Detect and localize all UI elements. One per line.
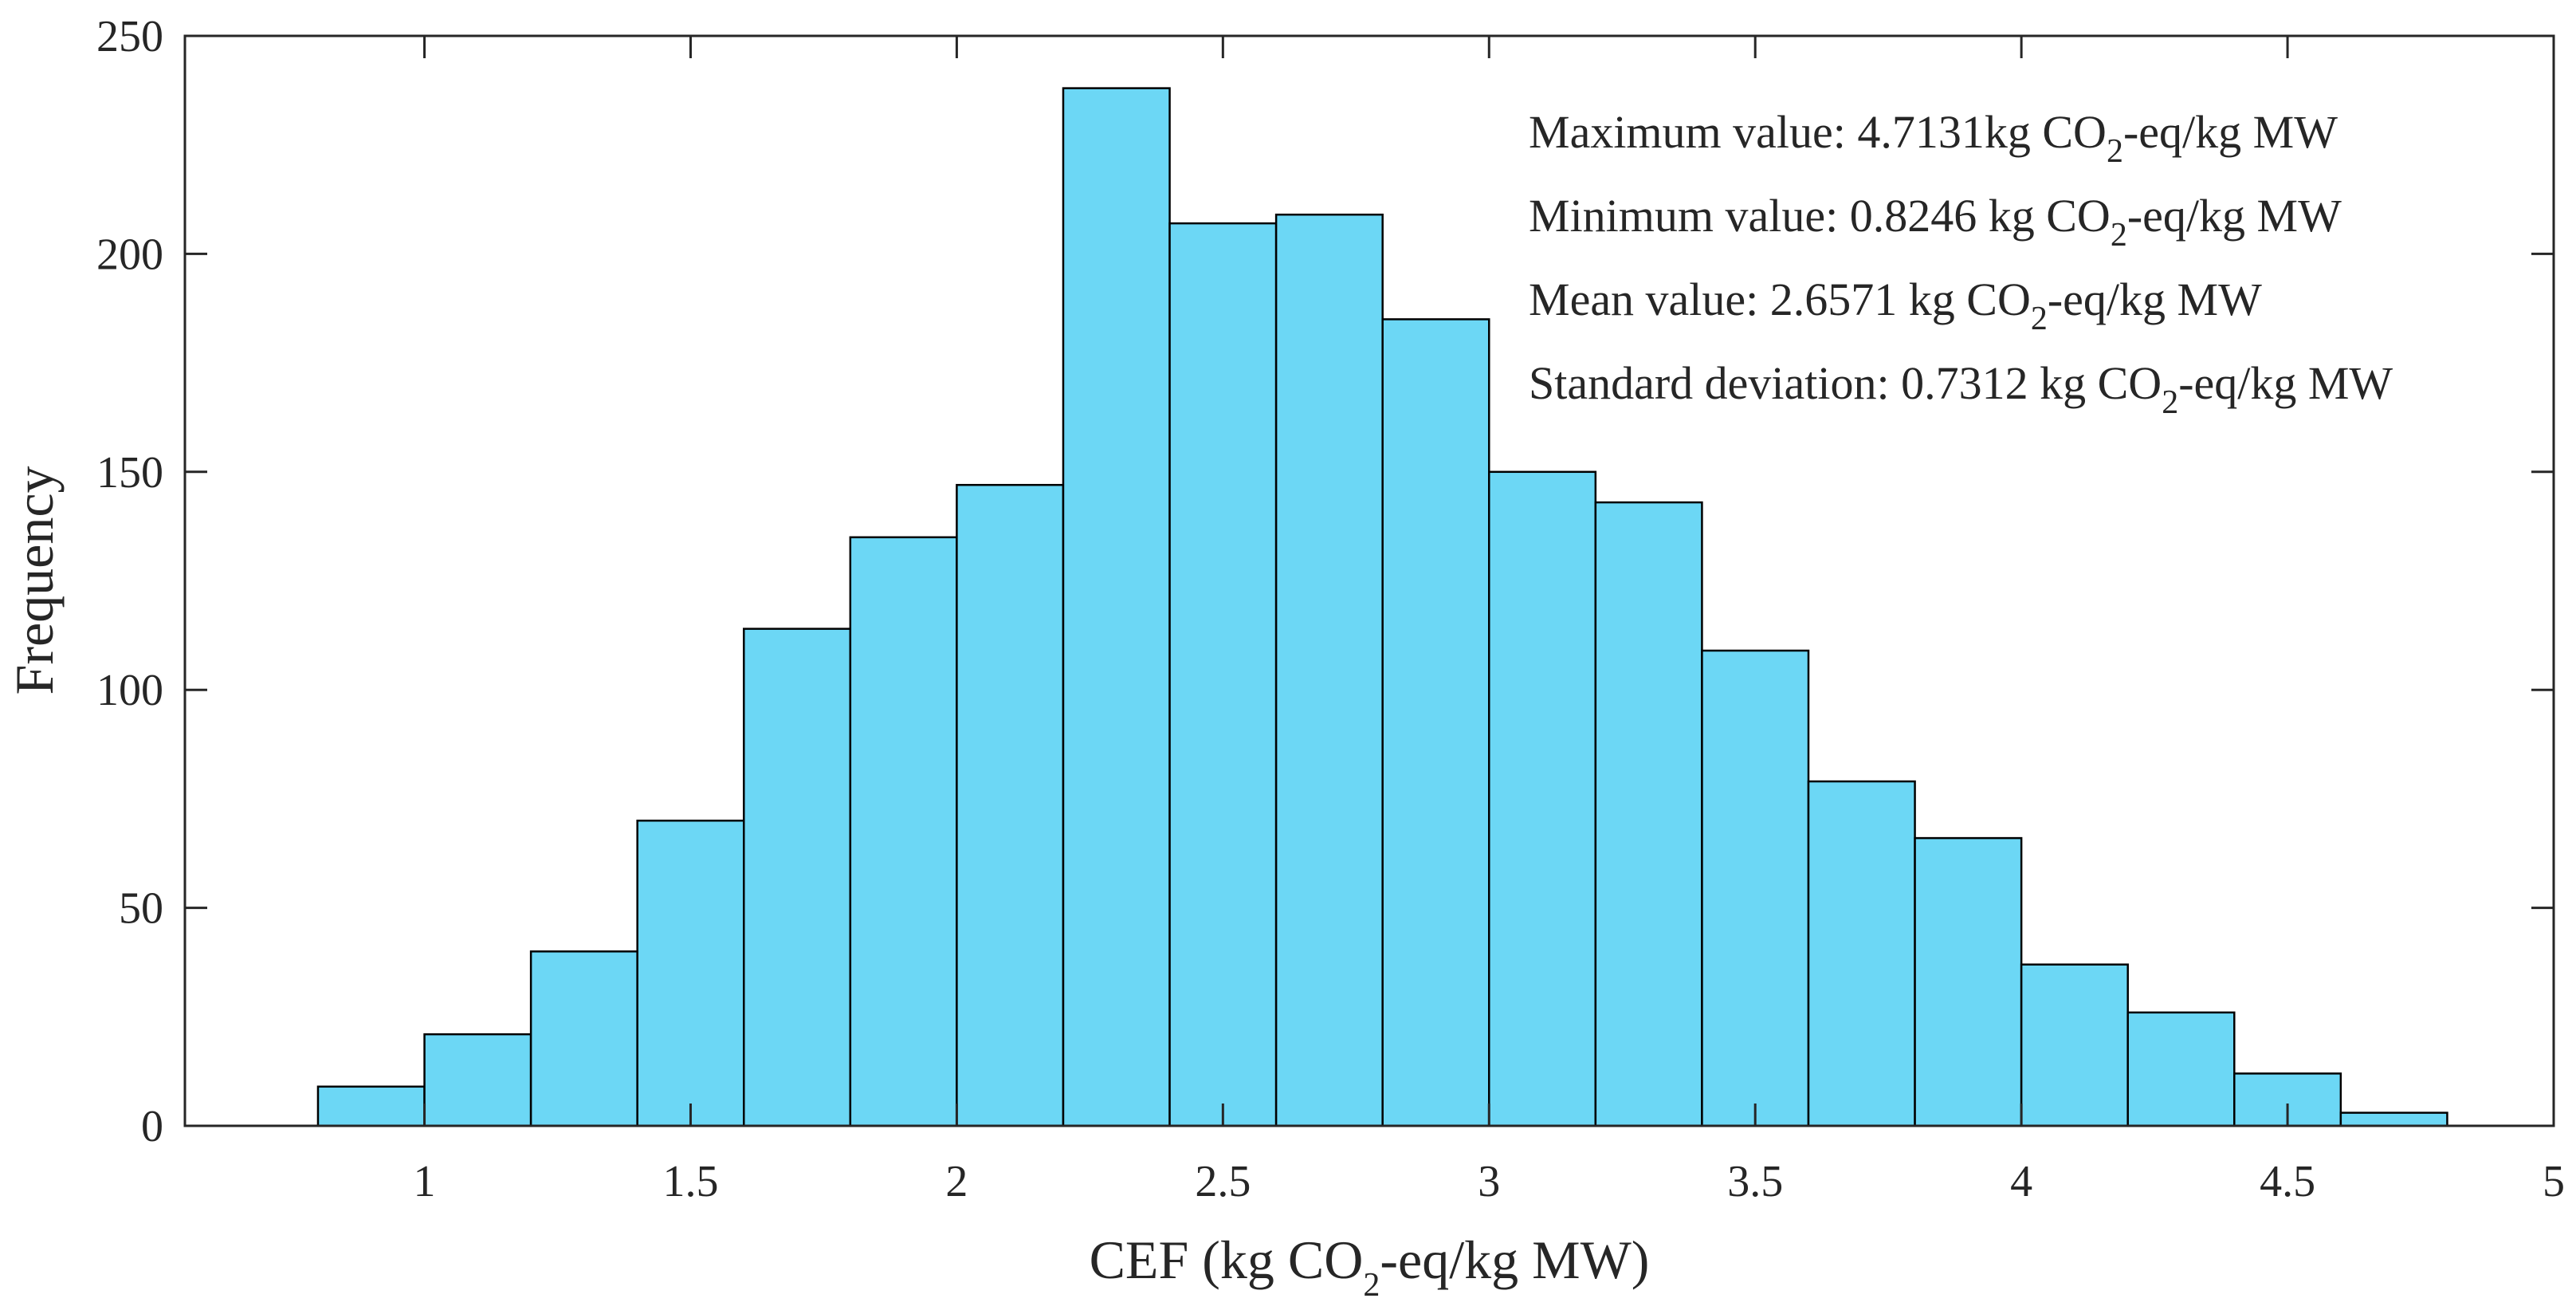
histogram-bar (529, 950, 638, 1127)
x-tick-label: 4.5 (2260, 1157, 2315, 1206)
ticks-group (185, 34, 2555, 1127)
histogram-bar (1274, 213, 1384, 1127)
histogram-bar (1488, 470, 1597, 1127)
y-tick-label: 0 (141, 1102, 163, 1151)
y-tick-label: 150 (96, 448, 163, 498)
x-tick-label: 2 (945, 1157, 968, 1206)
histogram-bar (1062, 87, 1171, 1127)
y-tick-labels: 0 50 100 150 200 250 (96, 12, 163, 1151)
annotation-min: Minimum value: 0.8246 kg CO2-eq/kg MW (1529, 190, 2342, 254)
y-tick-label: 100 (96, 666, 163, 715)
y-tick-label: 250 (96, 12, 163, 61)
x-tick-label: 3.5 (1727, 1157, 1783, 1206)
y-tick-label: 50 (119, 884, 163, 934)
histogram-bar (2126, 1011, 2236, 1127)
histogram-bar (636, 819, 745, 1127)
x-axis-label-suffix: -eq/kg MW) (1380, 1229, 1649, 1290)
histogram-bar (423, 1033, 532, 1127)
histogram-bar (849, 536, 958, 1127)
histogram-bar (1807, 780, 1916, 1127)
x-axis-label-main: CEF (kg CO (1090, 1229, 1364, 1290)
x-tick-label: 4 (2010, 1157, 2032, 1206)
x-tick-label: 5 (2543, 1157, 2565, 1206)
statistics-annotations: Maximum value: 4.7131kg CO2-eq/kg MW Min… (1529, 106, 2393, 421)
plot-frame (183, 34, 2555, 1127)
annotation-max: Maximum value: 4.7131kg CO2-eq/kg MW (1529, 106, 2338, 170)
bars-group (316, 87, 2448, 1127)
x-tick-label: 1 (414, 1157, 436, 1206)
annotation-mean: Mean value: 2.6571 kg CO2-eq/kg MW (1529, 273, 2262, 337)
histogram-bar (2339, 1111, 2448, 1127)
histogram-bar (1381, 318, 1490, 1127)
y-axis-label: Frequency (4, 466, 65, 694)
annotation-std: Standard deviation: 0.7312 kg CO2-eq/kg … (1529, 357, 2393, 421)
x-axis-label-subscript: 2 (1363, 1267, 1380, 1304)
histogram-bar (956, 483, 1065, 1127)
y-tick-label: 200 (96, 230, 163, 279)
x-tick-label: 1.5 (662, 1157, 718, 1206)
x-tick-label: 3 (1478, 1157, 1500, 1206)
histogram-bar (1594, 501, 1703, 1127)
histogram-bar (743, 627, 852, 1127)
histogram-bar (1914, 836, 2023, 1127)
histogram-bar (1701, 649, 1810, 1127)
histogram-bar (2020, 963, 2129, 1127)
x-tick-label: 2.5 (1195, 1157, 1251, 1206)
x-tick-labels: 1 1.5 2 2.5 3 3.5 4 4.5 5 (414, 1157, 2565, 1206)
histogram-bar (1168, 222, 1278, 1127)
histogram-bar (316, 1085, 426, 1127)
x-axis-label: CEF (kg CO2-eq/kg MW) (1090, 1229, 1650, 1304)
